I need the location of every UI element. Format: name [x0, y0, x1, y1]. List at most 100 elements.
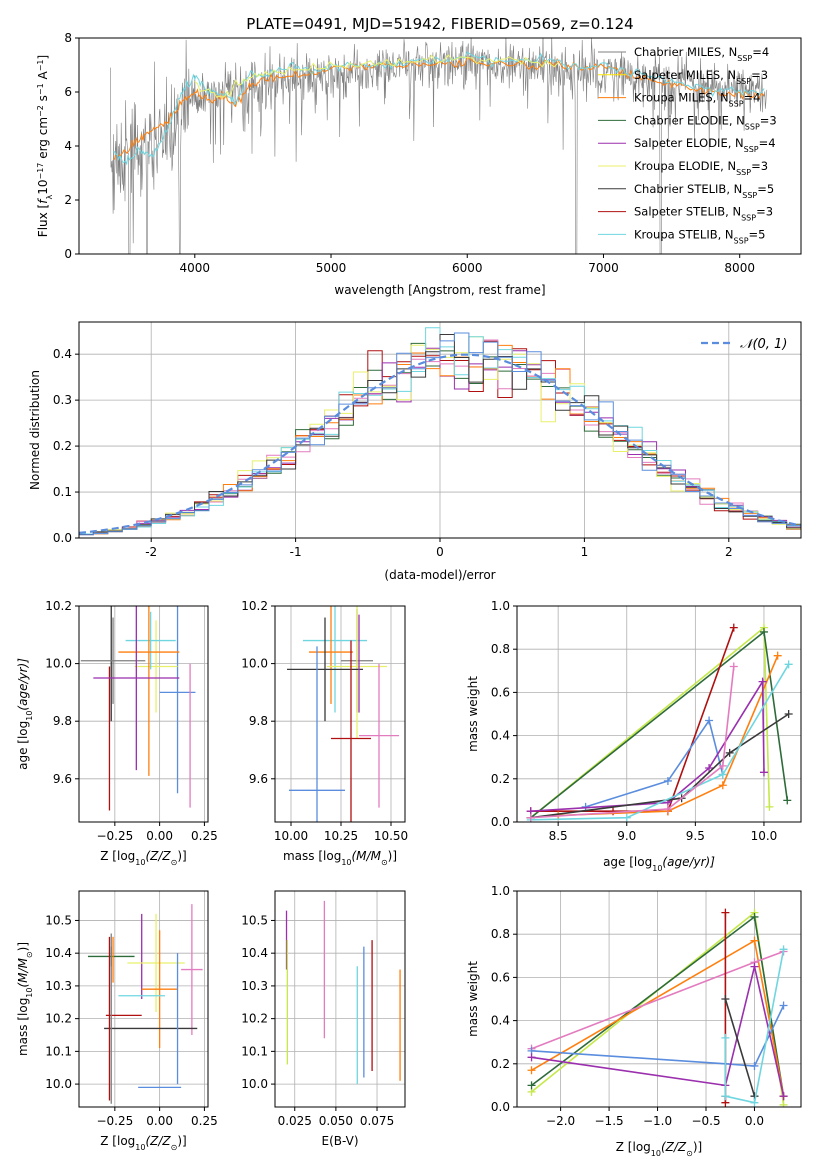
x-tick-label: 8.5	[549, 829, 568, 843]
y-axis-label: Flux [fλ10−17 erg cm−2 s−1 A−1]	[36, 55, 54, 237]
y-tick-label: 0.3	[53, 393, 72, 407]
plot-area	[287, 606, 399, 822]
y-tick-label: 9.6	[53, 772, 72, 786]
legend-entry: Salpeter ELODIE, NSSP=4	[634, 136, 776, 154]
y-axis-label: mass [log10(M/M⊙)]	[16, 942, 34, 1056]
x-tick-label: 1	[581, 545, 589, 559]
y-tick-label: 0.0	[491, 1100, 510, 1114]
y-tick-label: 0.2	[53, 439, 72, 453]
plus-marker	[527, 1081, 536, 1090]
y-tick-label: 1.0	[491, 599, 510, 613]
label-part: (Z/Z	[145, 1134, 171, 1148]
x-tick-label: −1.5	[595, 1114, 624, 1128]
label-part: =4	[759, 136, 776, 150]
x-tick-label: −0.25	[96, 829, 133, 843]
x-axis-label: (data-model)/error	[384, 568, 495, 582]
legend-entry: 𝒩(0, 1)	[740, 337, 787, 352]
histogram-series	[79, 342, 801, 535]
label-part: Kroupa STELIB, N	[634, 227, 734, 241]
x-axis-label: Z [log10(Z/Z⊙)]	[616, 1140, 702, 1158]
x-tick-label: 10.50	[374, 829, 408, 843]
label-part: (Z/Z	[661, 1140, 687, 1154]
x-tick-label: 10.25	[324, 829, 358, 843]
plot-area	[110, 38, 768, 254]
plus-marker	[705, 764, 714, 772]
y-tick-label: 0.2	[491, 1057, 510, 1071]
label-part: SSP	[741, 213, 756, 222]
plus-marker	[622, 813, 631, 822]
label-part: Z [log	[100, 849, 135, 863]
plus-marker	[725, 748, 734, 757]
plus-marker	[718, 761, 727, 770]
label-part: Z [log	[616, 1140, 651, 1154]
y-axis-label: mass weight	[466, 676, 480, 752]
label-part: −1	[36, 83, 45, 95]
label-part: SSP	[745, 122, 760, 131]
histogram-series	[79, 344, 801, 535]
y-axis-label: age [log10(age/yr)]	[16, 658, 34, 770]
y-tick-label: 4	[64, 139, 72, 153]
x-axis-label: Z [log10(Z/Z⊙)]	[100, 849, 186, 867]
y-tick-label: 0.2	[491, 772, 510, 786]
x-tick-label: 10.00	[274, 829, 308, 843]
plus-marker	[729, 623, 738, 632]
residual-histogram-panel: -2 -1 0 1 2 0.0 0.1 0.2 0.3 0.4 (data-model)/error…	[28, 321, 802, 582]
mass-weight-series	[531, 1005, 785, 1067]
y-tick-label: 10.0	[241, 657, 268, 671]
plot-area	[87, 904, 203, 1104]
x-tick-label: 10.0	[751, 829, 778, 843]
plus-marker	[718, 781, 727, 790]
y-tick-label: 0.4	[491, 1014, 510, 1028]
y-tick-label: 0.6	[491, 685, 510, 699]
age-vs-metallicity-panel: −0.25 0.00 0.259.69.810.010.2Z [log10(Z/Z⊙…	[16, 599, 218, 867]
label-part: ⊙	[25, 951, 34, 958]
model-spectrum-line	[112, 56, 765, 160]
label-part: age [log	[16, 721, 30, 770]
label-part: −1	[36, 59, 45, 71]
y-axis-label: Normed distribution	[28, 370, 42, 490]
plus-marker	[705, 716, 714, 725]
label-part: 10	[25, 711, 34, 721]
label-part: )]	[388, 849, 397, 863]
plus-marker	[759, 768, 768, 777]
label-part: 10	[135, 858, 145, 867]
y-tick-label: 10.1	[45, 1044, 72, 1058]
plus-marker	[750, 936, 759, 945]
x-tick-label: −2.0	[546, 1114, 575, 1128]
plus-marker	[750, 1098, 759, 1107]
label-part: =3	[751, 159, 768, 173]
plus-marker	[721, 995, 730, 1003]
legend-entry: Salpeter STELIB, NSSP=3	[634, 205, 773, 223]
plus-marker	[758, 677, 767, 686]
label-part: Flux [	[36, 204, 50, 237]
plus-marker	[783, 796, 792, 805]
x-tick-label: 0.0	[745, 1114, 764, 1128]
x-axis-label: age [log10(age/yr)]	[603, 855, 715, 873]
plus-marker	[663, 805, 672, 814]
label-part: =5	[757, 182, 774, 196]
normal-curve-line	[79, 353, 801, 534]
legend-entry: Kroupa STELIB, NSSP=5	[634, 227, 765, 245]
plus-marker	[663, 776, 672, 785]
histogram-series	[79, 339, 801, 536]
mass-vs-ebv-panel: 0.025 0.050 0.075 10.0 10.1 10.2 10.3 10.4 10.5 E…	[241, 890, 406, 1148]
mass-weight-series	[558, 655, 779, 817]
y-tick-label: 0.0	[491, 815, 510, 829]
plus-marker	[718, 770, 727, 779]
x-tick-label: 9.5	[686, 829, 705, 843]
y-tick-label: 1.0	[491, 884, 510, 898]
label-part: =4	[752, 45, 769, 59]
y-tick-label: 2	[64, 193, 72, 207]
x-tick-label: 0.025	[278, 1114, 312, 1128]
label-part: ]	[36, 55, 50, 60]
label-part: (M/M	[16, 957, 30, 987]
label-part: s	[36, 95, 50, 105]
label-part: (age/yr)]	[16, 658, 30, 711]
label-part: Kroupa MILES, N	[634, 91, 729, 105]
plus-marker	[527, 1053, 536, 1062]
x-tick-label: -1	[290, 545, 302, 559]
mass-weight-series	[530, 666, 735, 819]
plus-marker	[527, 1066, 536, 1075]
y-tick-label: 0.1	[53, 485, 72, 499]
